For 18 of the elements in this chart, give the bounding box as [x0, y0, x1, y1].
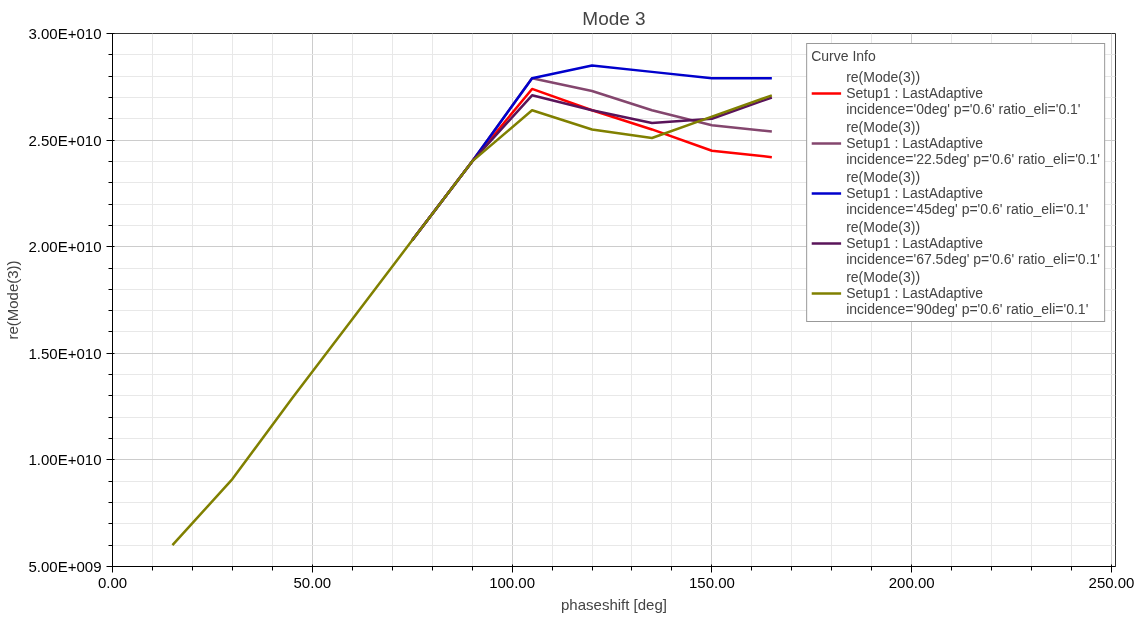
y-tick-label: 1.50E+010 [28, 344, 102, 362]
x-tick-label: 250.00 [1088, 573, 1135, 591]
chart-title: Mode 3 [582, 7, 646, 29]
x-tick-label: 150.00 [688, 573, 735, 591]
x-axis-title: phaseshift [deg] [561, 595, 667, 613]
x-tick-label: 100.00 [489, 573, 536, 591]
x-tick-label: 50.00 [293, 573, 332, 591]
y-tick-label: 1.00E+010 [28, 451, 102, 469]
y-axis-title: re(Mode(3)) [3, 260, 21, 340]
legend-title: Curve Info [811, 48, 877, 64]
y-tick-label: 3.00E+010 [28, 25, 102, 42]
legend-label: re(Mode(3)) Setup1 : LastAdaptive incidence='90deg' p='0.6' ratio_eli='0.1' [846, 269, 1089, 317]
y-tick-label: 2.50E+010 [28, 131, 102, 149]
y-tick-label: 2.00E+010 [28, 238, 102, 256]
x-tick-label: 200.00 [888, 573, 935, 591]
line-series [171, 94, 774, 547]
y-tick-label: 5.00E+009 [28, 558, 102, 575]
x-tick-label: 0.00 [97, 573, 128, 591]
